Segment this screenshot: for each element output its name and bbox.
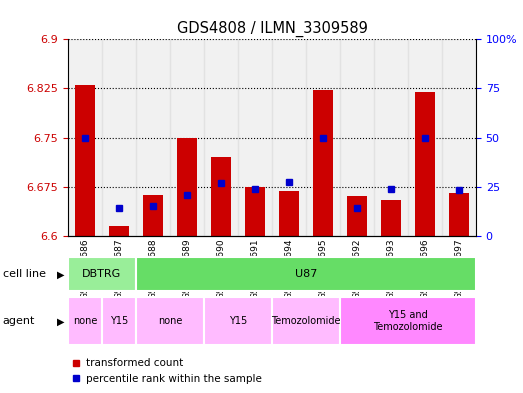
Bar (449, 193, 469, 236)
Bar (177, 138, 197, 236)
Bar (68, 257, 136, 291)
Bar (415, 92, 435, 236)
Bar (442, 39, 476, 236)
Text: cell line: cell line (3, 269, 46, 279)
Bar (102, 298, 136, 345)
Title: GDS4808 / ILMN_3309589: GDS4808 / ILMN_3309589 (177, 20, 367, 37)
Bar (306, 39, 340, 236)
Bar (347, 196, 367, 236)
Bar (374, 39, 408, 236)
Text: Y15: Y15 (229, 316, 247, 326)
Bar (170, 39, 204, 236)
Text: ▶: ▶ (56, 269, 64, 279)
Text: ▶: ▶ (56, 316, 64, 327)
Bar (143, 195, 163, 236)
Bar (68, 39, 102, 236)
Bar (408, 39, 442, 236)
Bar (68, 298, 102, 345)
Bar (313, 90, 333, 236)
Bar (272, 298, 340, 345)
Bar (109, 226, 129, 236)
Bar (245, 187, 265, 236)
Legend: transformed count, percentile rank within the sample: transformed count, percentile rank withi… (68, 354, 266, 388)
Text: agent: agent (3, 316, 35, 327)
Bar (204, 39, 238, 236)
Bar (136, 39, 170, 236)
Bar (75, 85, 95, 236)
Bar (204, 298, 272, 345)
Text: Y15 and
Temozolomide: Y15 and Temozolomide (373, 310, 442, 332)
Bar (102, 39, 136, 236)
Bar (381, 200, 401, 236)
Text: U87: U87 (295, 269, 317, 279)
Text: DBTRG: DBTRG (82, 269, 122, 279)
Text: Temozolomide: Temozolomide (271, 316, 340, 326)
Bar (340, 298, 476, 345)
Bar (340, 39, 374, 236)
Bar (272, 39, 306, 236)
Bar (136, 298, 204, 345)
Bar (211, 157, 231, 236)
Bar (136, 257, 476, 291)
Bar (238, 39, 272, 236)
Text: none: none (158, 316, 182, 326)
Text: Y15: Y15 (110, 316, 128, 326)
Bar (279, 191, 299, 236)
Text: none: none (73, 316, 97, 326)
